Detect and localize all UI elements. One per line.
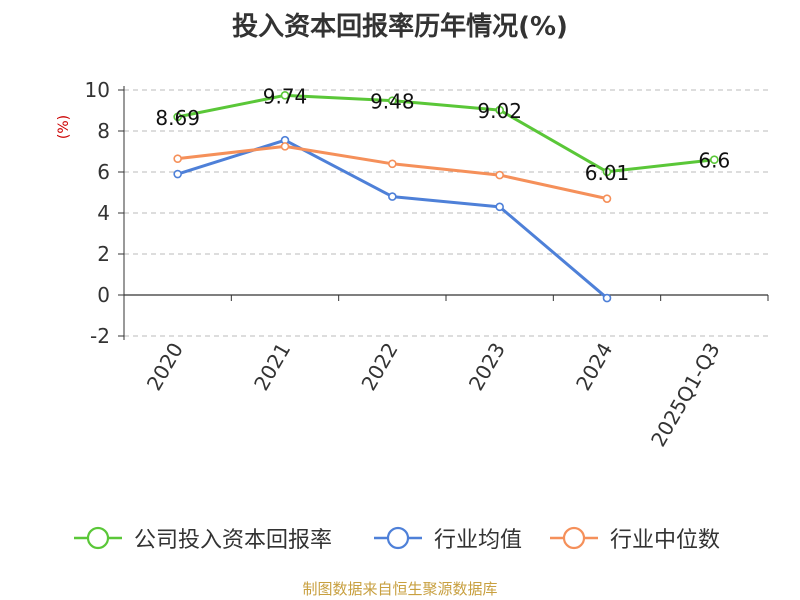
data-point: [173, 154, 182, 163]
data-point: [495, 202, 504, 212]
legend-circle: [562, 526, 586, 550]
legend-marker-0: [74, 526, 122, 550]
legend-item-0: 公司投入资本回报率: [72, 518, 332, 558]
x-tick-label: 2023: [464, 339, 510, 395]
legend-marker-1: [374, 526, 422, 550]
legend-label: 行业均值: [434, 528, 523, 553]
data-label: 6.01: [585, 161, 630, 185]
y-tick-label: 6: [97, 160, 110, 184]
data-label: 9.02: [477, 99, 522, 123]
x-tick-label: 2020: [142, 339, 188, 395]
y-tick-label: 2: [97, 242, 110, 266]
data-point: [388, 96, 397, 105]
y-tick-label: 4: [97, 201, 110, 225]
legend-marker-2: [550, 526, 598, 550]
data-point: [173, 169, 182, 179]
y-tick-label: -2: [90, 324, 110, 348]
x-tick-label: 2025Q1-Q3: [646, 339, 725, 451]
series-group: [173, 91, 719, 303]
y-tick-label: 8: [97, 119, 110, 143]
legend-label: 行业中位数: [610, 528, 721, 553]
data-point: [388, 159, 397, 169]
data-point: [710, 155, 719, 164]
chart-title: 投入资本回报率历年情况(%): [232, 12, 568, 42]
data-point: [495, 105, 504, 115]
y-tick-label: 10: [85, 78, 110, 102]
x-tick-label: 2021: [249, 339, 295, 395]
x-tick-label: 2024: [571, 339, 617, 395]
source-note: 制图数据来自恒生聚源数据库: [302, 580, 498, 598]
data-label: 9.74: [263, 84, 308, 108]
data-point: [602, 167, 612, 177]
legend-label: 公司投入资本回报率: [134, 528, 333, 553]
legend-circle: [86, 526, 110, 550]
data-point: [388, 192, 397, 201]
axes: [123, 86, 768, 340]
y-tick-label: 0: [97, 283, 110, 307]
legend-item-2: 行业中位数: [548, 518, 720, 558]
legend-circle: [386, 526, 410, 550]
legend-item-1: 行业均值: [372, 518, 522, 558]
x-axis-ticks: 2020 2021 2022 2023 2024 2025Q1-Q3: [123, 295, 769, 451]
data-point: [173, 112, 182, 122]
x-tick-label: 2022: [356, 339, 402, 395]
data-label: 9.48: [370, 90, 415, 114]
y-axis-ticks: -2 0 2 4 6 8 10: [85, 78, 124, 348]
y-axis-label: (%): [56, 115, 72, 139]
data-point: [280, 142, 290, 151]
data-point: [280, 91, 290, 100]
series-line-0: [177, 93, 715, 174]
legend: 公司投入资本回报率 行业均值 行业中位数: [0, 518, 800, 558]
data-point: [495, 170, 504, 180]
data-label: 8.69: [155, 106, 200, 130]
data-label: 6.6: [698, 149, 730, 173]
data-labels: 8.69 9.74 9.48 9.02 6.01 6.6: [155, 84, 730, 184]
data-point: [602, 293, 612, 303]
data-point: [602, 194, 612, 203]
